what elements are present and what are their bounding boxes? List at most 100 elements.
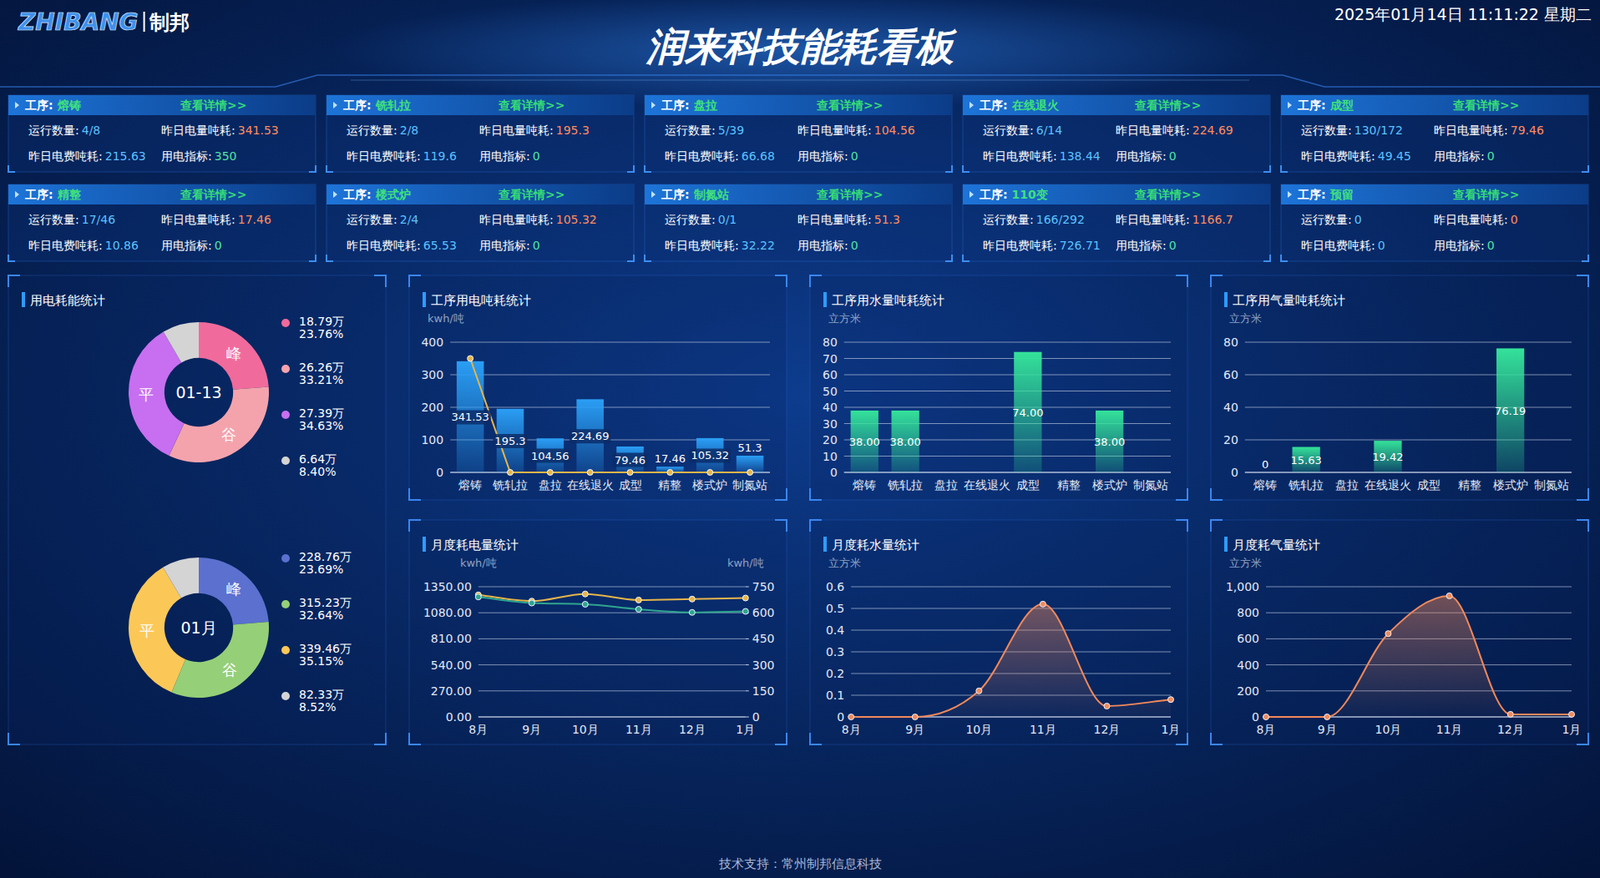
legend-amount: 228.76万: [298, 550, 352, 564]
field-value: 17/46: [81, 212, 116, 227]
data-label: 38.00: [1093, 435, 1125, 449]
point: [467, 355, 474, 362]
detail-link[interactable]: 查看详情>>: [497, 98, 565, 112]
detail-link[interactable]: 查看详情>>: [1452, 187, 1519, 202]
card-corners: [8, 165, 316, 173]
field-label: 运行数量:: [982, 212, 1034, 227]
category-label: 制氮站: [1133, 478, 1169, 492]
point: [688, 596, 695, 603]
data-label: 38.00: [890, 435, 922, 449]
tick-mark: [745, 664, 750, 666]
data-label: 79.46: [614, 454, 646, 467]
field-label: 昨日电费吨耗:: [982, 238, 1058, 253]
panel-corners: [409, 520, 787, 745]
tick-label: 0: [830, 465, 838, 480]
point: [475, 594, 482, 601]
process-name: 楼式炉: [374, 187, 411, 202]
tick-label: 300: [420, 368, 444, 382]
point: [1385, 631, 1392, 638]
tick-label: 1350.00: [423, 580, 472, 594]
field-label: 昨日电费吨耗:: [346, 149, 421, 163]
tick-label: 810.00: [430, 632, 472, 646]
tick-label: 70: [822, 352, 838, 366]
cards: 工序:熔铸查看详情>>运行数量:4/8昨日电量吨耗:341.53昨日电费吨耗:2…: [8, 95, 1589, 262]
field-value: 17.46: [237, 212, 272, 227]
grid-line: [1245, 342, 1572, 344]
panel-title: 工序用气量吨耗统计: [1232, 293, 1346, 309]
slice: [198, 557, 269, 626]
category-label: 精整: [1458, 478, 1482, 492]
panel-title: 用电耗能统计: [30, 293, 106, 309]
legend-share: 8.52%: [298, 700, 336, 714]
tick-mark: [745, 587, 750, 588]
label-patch: [688, 448, 731, 463]
field-value: 0/1: [718, 212, 738, 227]
panel-title: 工序用电吨耗统计: [430, 293, 532, 309]
detail-link[interactable]: 查看详情>>: [815, 187, 883, 202]
point: [635, 597, 642, 603]
category-label: 1月: [1562, 723, 1582, 737]
category-label: 12月: [678, 723, 706, 737]
panel-corners: [409, 275, 787, 501]
panel-frame: [8, 275, 386, 745]
category-label: 成型: [618, 478, 643, 492]
line: [478, 594, 746, 603]
field-label: 昨日电费吨耗:: [346, 238, 421, 253]
detail-link[interactable]: 查看详情>>: [179, 187, 247, 202]
panel-frame: [810, 275, 1188, 501]
axis-title: 立方米: [1229, 556, 1262, 570]
category-label: 铣轧拉: [886, 478, 923, 492]
card-header: [1281, 95, 1589, 116]
process-name: 成型: [1329, 98, 1354, 112]
grid-line: [478, 690, 746, 692]
card-icon: [15, 101, 20, 109]
footer: 技术支持：常州制邦信息科技: [718, 856, 882, 872]
detail-link[interactable]: 查看详情>>: [815, 98, 883, 112]
detail-link[interactable]: 查看详情>>: [1452, 98, 1519, 112]
tick-label: 80: [822, 335, 838, 350]
field-value: 0: [1169, 238, 1177, 253]
card-corners: [326, 254, 634, 262]
point: [848, 714, 855, 721]
field-value: 5/39: [718, 123, 745, 137]
point: [1507, 711, 1514, 718]
detail-link[interactable]: 查看详情>>: [1134, 187, 1201, 202]
category-label: 精整: [658, 478, 682, 492]
label: 工序:: [1296, 98, 1327, 112]
data-label: 38.00: [849, 435, 881, 449]
panel-title: 月度耗电量统计: [430, 537, 519, 553]
slice: [162, 557, 199, 599]
legend-amount: 18.79万: [298, 314, 345, 329]
category-label: 熔铸: [458, 478, 482, 492]
panel: 工序用电吨耗统计kwh/吨0100200300400熔铸铣轧拉盘拉在线退火成型精…: [409, 275, 787, 501]
field-value: 104.56: [874, 123, 916, 137]
category-label: 制氮站: [1534, 478, 1570, 492]
slice-label: 峰: [226, 580, 242, 598]
detail-link[interactable]: 查看详情>>: [1134, 98, 1201, 112]
field-label: 昨日电费吨耗:: [982, 149, 1058, 163]
field-value: 0: [850, 149, 859, 163]
legend-share: 35.15%: [298, 654, 344, 669]
point: [742, 595, 749, 602]
process-name: 熔铸: [56, 98, 82, 112]
field-label: 昨日电量吨耗:: [1433, 212, 1509, 227]
detail-link[interactable]: 查看详情>>: [179, 98, 247, 112]
field-label: 用电指标:: [797, 149, 849, 163]
legend-amount: 315.23万: [298, 596, 352, 610]
label: 工序:: [978, 187, 1008, 202]
point: [1324, 714, 1331, 721]
card-header: [326, 95, 634, 116]
grid-line: [844, 342, 1171, 344]
field-value: 0: [1487, 238, 1495, 253]
bar: [931, 472, 960, 474]
legend-amount: 26.26万: [298, 360, 345, 375]
tick-label: 1,000: [1225, 580, 1260, 594]
tick-label: 0: [435, 465, 444, 480]
tick-label: 600: [752, 606, 775, 620]
process-name: 预留: [1329, 187, 1354, 202]
label: 工序:: [660, 187, 690, 202]
card-icon: [333, 191, 338, 198]
process-name: 精整: [56, 187, 82, 202]
center-label: 01月: [180, 618, 217, 638]
detail-link[interactable]: 查看详情>>: [497, 187, 565, 202]
